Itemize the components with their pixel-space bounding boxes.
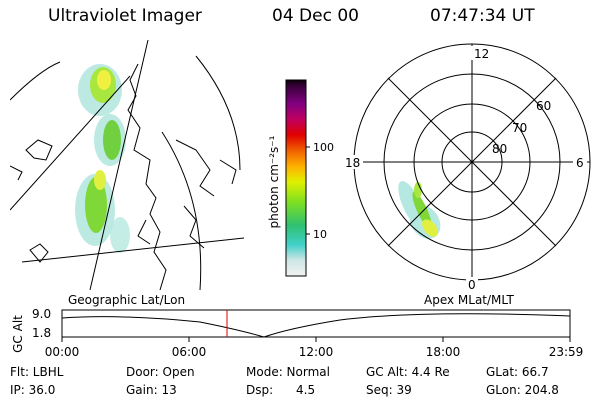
timeline-xtick-0600: 06:00 xyxy=(172,345,207,359)
colorbar-tick-100: 100 xyxy=(313,141,334,154)
mlat-label-80: 80 xyxy=(492,142,507,156)
mlt-label-18: 18 xyxy=(345,156,360,170)
mlt-label-12: 12 xyxy=(474,47,489,61)
altitude-curve xyxy=(61,313,571,338)
footer-glon: GLon: 204.8 xyxy=(486,383,559,397)
footer-filter: Flt: LBHL xyxy=(10,365,64,379)
lat-lon-grid xyxy=(10,40,245,290)
footer-mode: Mode: Normal xyxy=(246,365,330,379)
footer-gain: Gain: 13 xyxy=(126,383,177,397)
altitude-timeline xyxy=(61,309,571,342)
footer-door: Door: Open xyxy=(126,365,195,379)
timeline-xtick-1200: 12:00 xyxy=(299,345,334,359)
timeline-xtick-1800: 18:00 xyxy=(426,345,461,359)
mlat-label-70: 70 xyxy=(512,121,527,135)
colorbar-unit-label: photon cm⁻²s⁻¹ xyxy=(267,135,281,228)
footer-gc-alt: GC Alt: 4.4 Re xyxy=(366,365,450,379)
timeline-ytick-1-8: 1.8 xyxy=(32,326,51,340)
polar-caption: Apex MLat/MLT xyxy=(424,293,514,307)
colorbar xyxy=(285,79,307,277)
coastlines xyxy=(10,63,237,290)
date-label: 04 Dec 00 xyxy=(272,6,359,26)
colorbar-ticks xyxy=(306,146,310,235)
timeline-ytick-9: 9.0 xyxy=(32,307,51,321)
mlat-label-60: 60 xyxy=(536,99,551,113)
mlt-label-6: 6 xyxy=(576,156,584,170)
geographic-caption: Geographic Lat/Lon xyxy=(68,293,185,307)
timeline-xtick-2359: 23:59 xyxy=(549,345,584,359)
mlt-label-0: 0 xyxy=(468,278,476,292)
timeline-axis-label: GC Alt xyxy=(11,315,25,353)
footer-dsp: Dsp: 4.5 xyxy=(246,383,316,397)
timeline-xtick-0000: 00:00 xyxy=(45,345,80,359)
instrument-title: Ultraviolet Imager xyxy=(48,6,202,26)
footer-seq: Seq: 39 xyxy=(366,383,412,397)
aurora-emission-left xyxy=(75,64,130,253)
polar-plot xyxy=(343,43,591,289)
time-label: 07:47:34 UT xyxy=(430,6,535,26)
colorbar-tick-10: 10 xyxy=(313,228,327,241)
footer-ip: IP: 36.0 xyxy=(10,383,56,397)
geographic-map xyxy=(10,40,245,290)
footer-glat: GLat: 66.7 xyxy=(486,365,549,379)
